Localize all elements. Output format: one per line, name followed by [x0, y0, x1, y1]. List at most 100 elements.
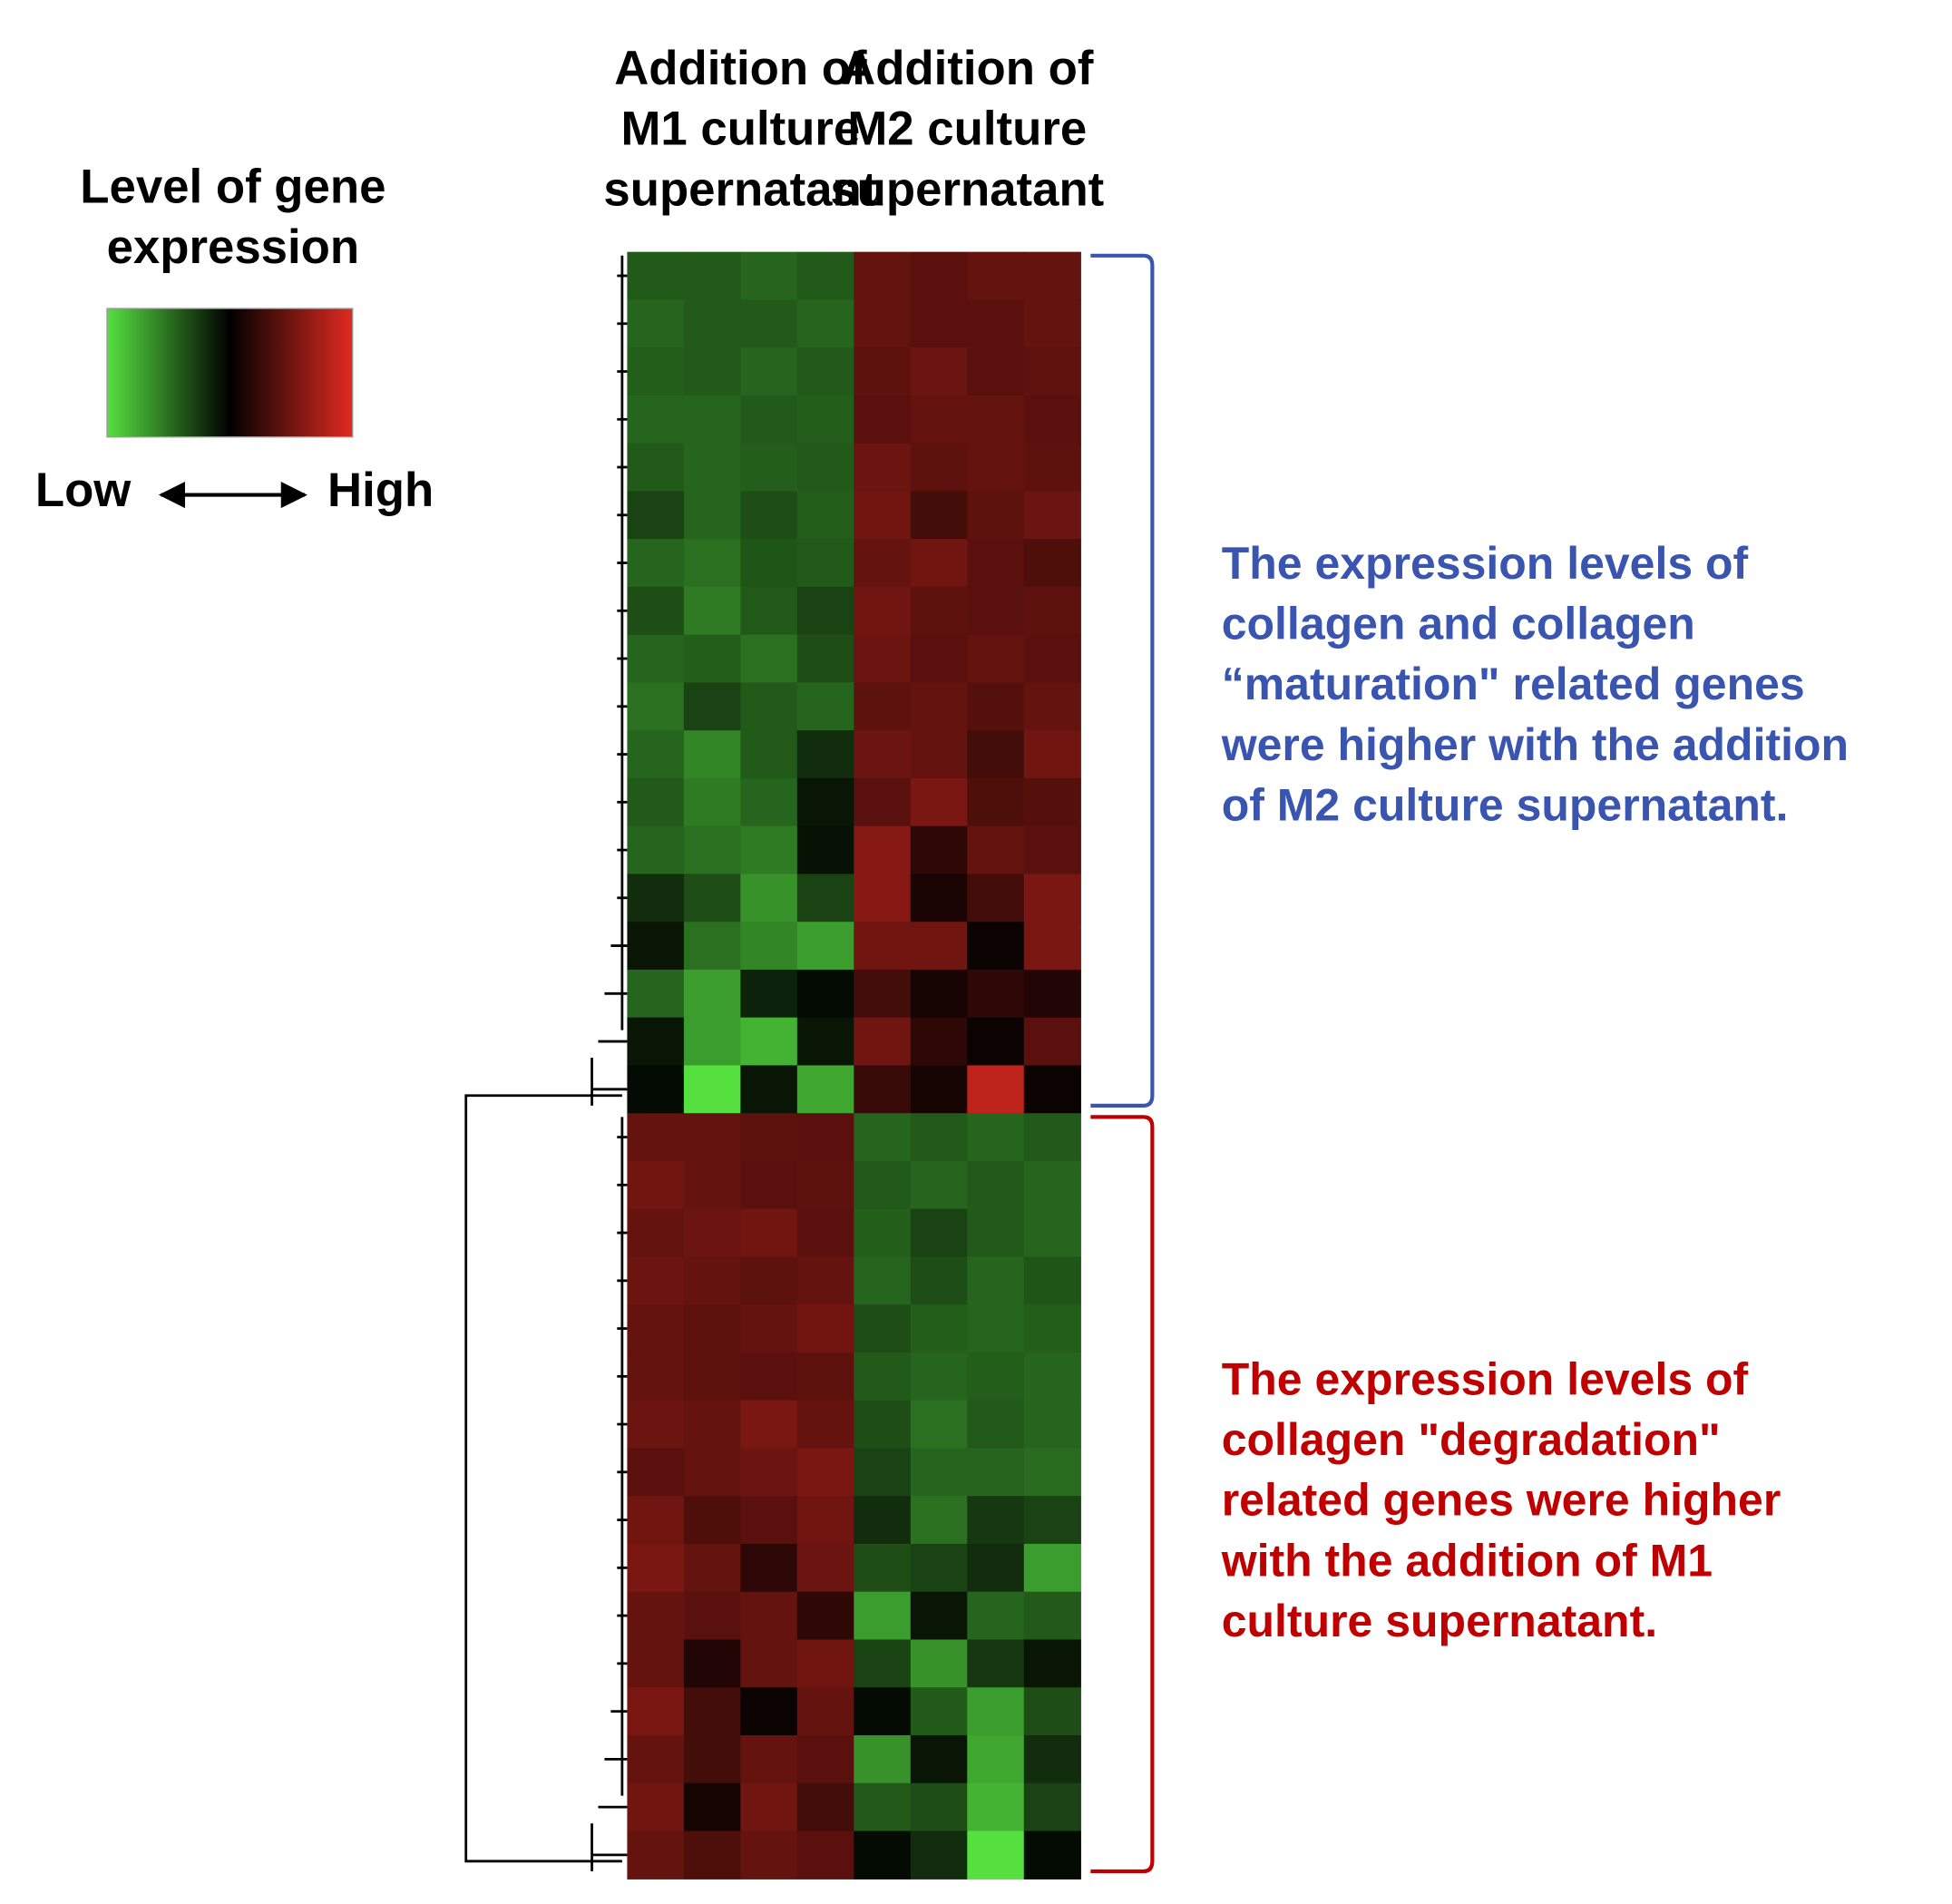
heatmap-cell [740, 1208, 798, 1258]
heatmap-cell [683, 1831, 742, 1880]
heatmap-cell [740, 825, 798, 875]
heatmap-cell [1023, 586, 1081, 636]
heatmap-cell [740, 1256, 798, 1305]
heatmap-cell [910, 634, 968, 684]
heatmap-cell [910, 1496, 968, 1545]
heatmap-cell [967, 922, 1025, 971]
heatmap-cell [910, 1591, 968, 1641]
heatmap-cell [683, 682, 742, 731]
heatmap-cell [967, 1448, 1025, 1497]
heatmap-cell [910, 730, 968, 779]
heatmap-cell [683, 1687, 742, 1736]
heatmap-cell [683, 251, 742, 301]
heatmap-cell [683, 825, 742, 875]
heatmap-cell [1023, 1734, 1081, 1784]
heatmap-cell [910, 1639, 968, 1688]
heatmap-cell [910, 874, 968, 923]
heatmap-cell [967, 1400, 1025, 1450]
heatmap-cell [683, 299, 742, 348]
heatmap-cell [627, 1448, 685, 1497]
heatmap-cell [967, 251, 1025, 301]
heatmap-cell [683, 874, 742, 923]
heatmap-cell [1023, 251, 1081, 301]
heatmap-cell [910, 1065, 968, 1114]
heatmap-cell [967, 1591, 1025, 1641]
heatmap-cell [627, 395, 685, 444]
heatmap-cell [796, 443, 855, 493]
heatmap-cell [1023, 1543, 1081, 1593]
heatmap-cell [1023, 1591, 1081, 1641]
heatmap-cell [683, 1639, 742, 1688]
heatmap-cell [740, 922, 798, 971]
heatmap-cell [796, 299, 855, 348]
column-group-header: Addition of [614, 42, 867, 95]
heatmap-cell [910, 825, 968, 875]
heatmap-cell [796, 251, 855, 301]
heatmap-cell [740, 730, 798, 779]
heatmap-cell [1023, 1017, 1081, 1067]
heatmap-cell [683, 1400, 742, 1450]
heatmap-cell [854, 491, 912, 540]
heatmap-cell [854, 251, 912, 301]
heatmap-cell [967, 1352, 1025, 1401]
heatmap-cell [854, 347, 912, 396]
heatmap-cell [740, 1448, 798, 1497]
heatmap-cell [910, 1734, 968, 1784]
heatmap-cell [1023, 1400, 1081, 1450]
heatmap-cell [796, 1256, 855, 1305]
heatmap-cell [854, 634, 912, 684]
heatmap-cell [740, 1782, 798, 1832]
heatmap-cell [967, 1734, 1025, 1784]
heatmap-cell [796, 395, 855, 444]
heatmap-cell [1023, 395, 1081, 444]
heatmap-cell [796, 682, 855, 731]
heatmap-cell [683, 777, 742, 827]
heatmap-cell [627, 539, 685, 588]
heatmap-cell [796, 539, 855, 588]
legend-title: Level of gene [80, 161, 386, 214]
heatmap-cell [854, 1352, 912, 1401]
cluster-annotation: collagen and collagen [1222, 599, 1695, 649]
cluster-annotation: of M2 culture supernatant. [1222, 779, 1789, 830]
heatmap-cell [967, 874, 1025, 923]
heatmap-cell [967, 969, 1025, 1019]
heatmap-cell [1023, 347, 1081, 396]
heatmap-cell [796, 1304, 855, 1353]
heatmap-cell [910, 1208, 968, 1258]
heatmap-cell [854, 1208, 912, 1258]
heatmap-cell [910, 922, 968, 971]
heatmap-cell [740, 874, 798, 923]
heatmap-cell [740, 634, 798, 684]
heatmap-cell [910, 1017, 968, 1067]
heatmap-cell [967, 777, 1025, 827]
heatmap-cell [796, 1448, 855, 1497]
heatmap-cell [796, 1639, 855, 1688]
cluster-annotation: were higher with the addition [1221, 719, 1849, 770]
heatmap-cell [854, 1160, 912, 1210]
high-label: High [327, 464, 434, 517]
heatmap-cell [1023, 1782, 1081, 1832]
heatmap-cell [627, 874, 685, 923]
heatmap-cell [967, 491, 1025, 540]
heatmap-cell [967, 825, 1025, 875]
heatmap-cell [910, 1352, 968, 1401]
heatmap-cell [910, 1831, 968, 1880]
heatmap-cell [1023, 1496, 1081, 1545]
heatmap-cell [627, 251, 685, 301]
heatmap-cell [796, 874, 855, 923]
heatmap-cell [683, 634, 742, 684]
heatmap-cell [967, 1208, 1025, 1258]
heatmap-cell [740, 1304, 798, 1353]
heatmap-cell [796, 347, 855, 396]
heatmap-cell [627, 443, 685, 493]
heatmap-cell [854, 874, 912, 923]
heatmap-cell [1023, 299, 1081, 348]
heatmap-cell [627, 1734, 685, 1784]
heatmap-cell [627, 1352, 685, 1401]
heatmap-cell [740, 1160, 798, 1210]
heatmap-cell [1023, 1256, 1081, 1305]
heatmap-cell [910, 1543, 968, 1593]
heatmap-cell [740, 1591, 798, 1641]
heatmap-cell [967, 1304, 1025, 1353]
